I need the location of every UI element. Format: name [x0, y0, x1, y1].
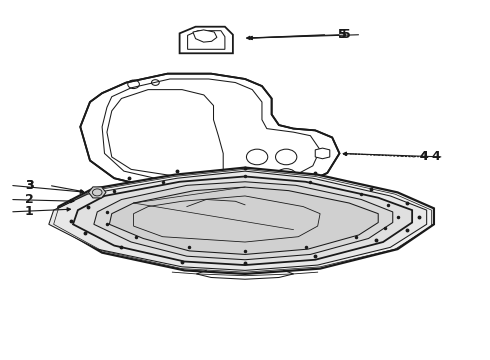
Polygon shape: [193, 30, 217, 42]
Polygon shape: [89, 187, 106, 198]
Polygon shape: [53, 168, 434, 274]
Text: 3: 3: [25, 179, 34, 192]
Text: 4: 4: [420, 150, 429, 163]
Text: 1: 1: [25, 206, 34, 219]
Polygon shape: [73, 176, 412, 265]
Circle shape: [246, 168, 268, 184]
Circle shape: [246, 149, 268, 165]
Polygon shape: [315, 148, 330, 159]
Polygon shape: [49, 171, 427, 270]
Text: 5: 5: [342, 28, 351, 41]
Text: 4: 4: [420, 150, 429, 163]
Text: 5: 5: [338, 28, 346, 41]
Text: 3: 3: [25, 179, 34, 192]
Polygon shape: [94, 182, 393, 260]
Polygon shape: [80, 74, 340, 192]
Circle shape: [275, 149, 297, 165]
Polygon shape: [180, 27, 233, 53]
Circle shape: [275, 168, 297, 184]
Polygon shape: [109, 187, 378, 255]
Text: 4: 4: [432, 150, 440, 163]
Text: 2: 2: [25, 193, 34, 206]
Text: 5: 5: [338, 28, 346, 41]
